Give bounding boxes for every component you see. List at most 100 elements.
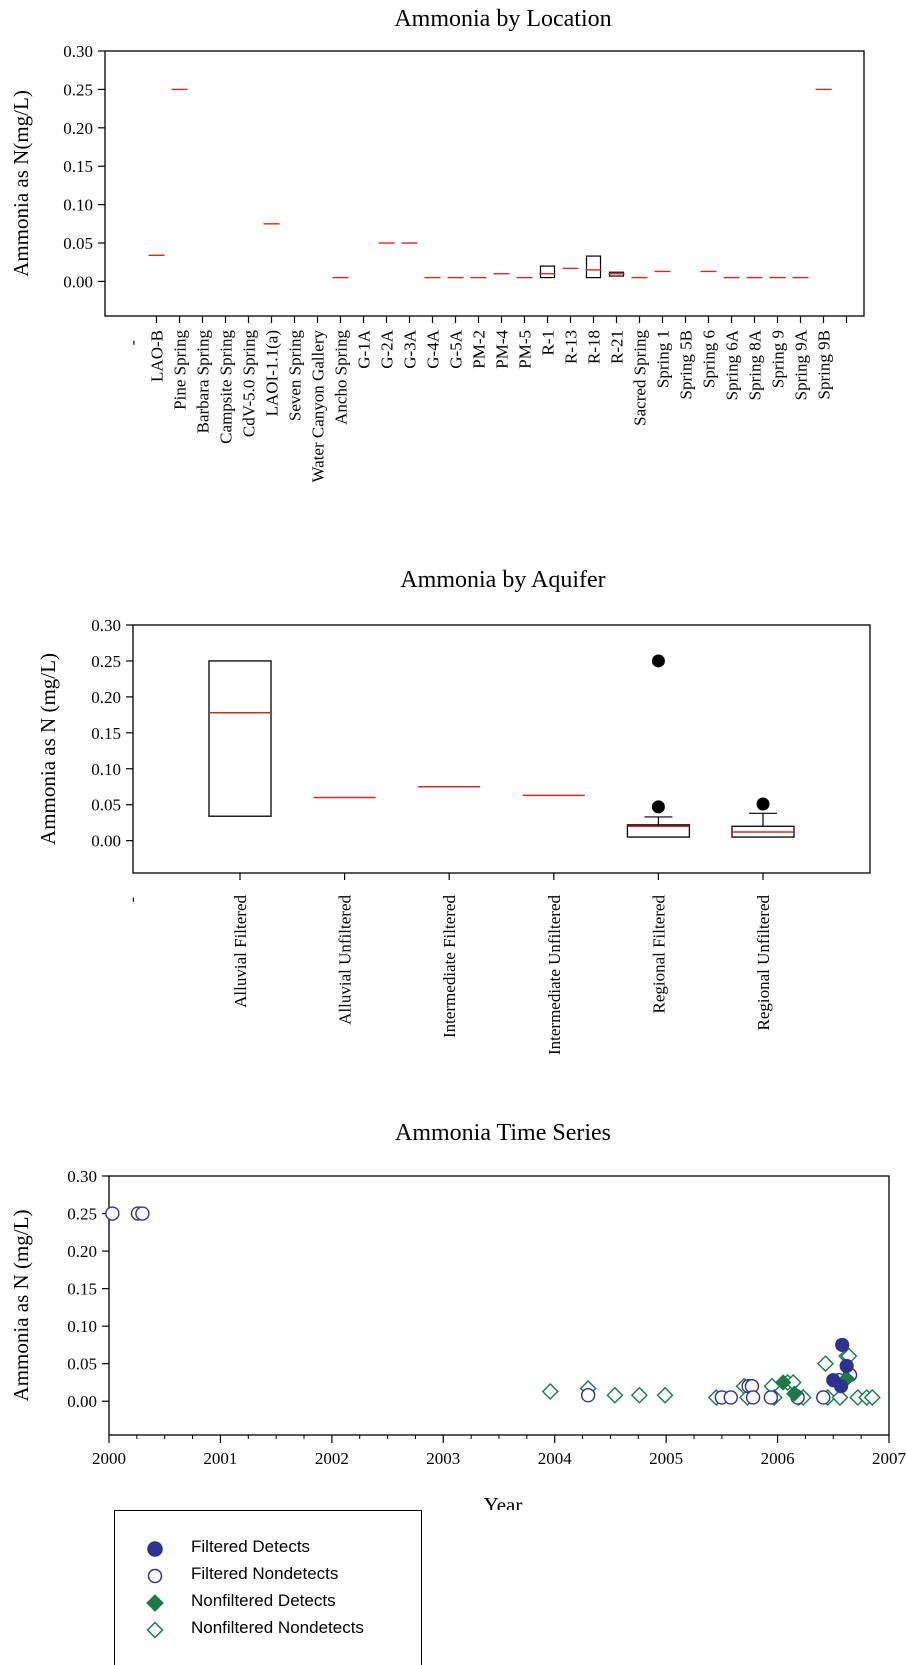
plot-frame [105, 51, 864, 316]
y-tick-label: 0.15 [91, 724, 121, 743]
y-tick-label: 0.25 [91, 652, 121, 671]
x-tick-label: Alluvial Unfiltered [336, 895, 355, 1025]
x-tick-label: Spring 8A [746, 329, 765, 400]
x-tick-label: Spring 9A [792, 329, 811, 400]
legend-label: Nonfiltered Nondetects [191, 1618, 364, 1638]
x-tick-label: R-18 [585, 330, 604, 364]
y-tick-label: 0.20 [67, 1242, 97, 1261]
data-point-filtered-nondetect [747, 1391, 760, 1404]
x-tick-label: 2001 [203, 1449, 237, 1468]
x-tick-label: Pine Spring [171, 330, 190, 410]
legend-item-nonfiltered-nondetects: Nonfiltered Nondetects [115, 1616, 415, 1640]
x-tick-label: Intermediate Filtered [440, 895, 459, 1039]
data-point-filtered-nondetect [764, 1391, 777, 1404]
x-tick-label: Spring 1 [654, 330, 673, 388]
x-tick-label: Spring 5B [677, 330, 696, 399]
y-axis-label: Ammonia as N(mg/L) [9, 90, 33, 277]
data-point-nonfiltered-nondetect [818, 1356, 833, 1371]
legend-item-filtered-nondetects: Filtered Nondetects [115, 1562, 415, 1586]
x-tick-label: Ancho Spring [332, 330, 351, 425]
chart-location: Ammonia by Location 0.30 0.25 0.20 0.15 0.10 0… [0, 0, 906, 530]
x-tick-label: LAO-B [148, 330, 167, 382]
y-tick-label: 0.00 [91, 832, 121, 851]
y-tick-label: 0.10 [63, 196, 93, 215]
y-tick-label: 0.15 [63, 157, 93, 176]
x-tick-label: Spring 6 [700, 330, 719, 388]
data-point-nonfiltered-nondetect [607, 1388, 622, 1403]
x-tick-label: 2003 [426, 1449, 460, 1468]
x-tick-label: Water Canyon Gallery [309, 330, 328, 483]
x-tick-label: PM-2 [470, 330, 489, 369]
outlier-point [757, 797, 770, 810]
x-tick-label: Barbara Spring [194, 330, 213, 434]
box [209, 661, 271, 816]
x-tick-label: 2000 [92, 1449, 126, 1468]
outlier-point [652, 800, 665, 813]
y-tick-label: 0.30 [67, 1167, 97, 1186]
chart-time-series: Ammonia Time Series 0.30 0.25 0.20 0.15 0.10 0… [0, 1110, 906, 1510]
box [587, 256, 601, 278]
x-tick-label: 2002 [315, 1449, 349, 1468]
y-tick-label: 0.00 [67, 1392, 97, 1411]
legend-label: Nonfiltered Detects [191, 1591, 336, 1611]
y-tick-label: 0.25 [63, 80, 93, 99]
x-tick-label: R-1 [539, 330, 558, 356]
x-tick-label: R-21 [608, 330, 627, 364]
x-tick-label: - [124, 897, 141, 902]
x-tick-label: - [125, 340, 142, 345]
data-point-filtered-detect [835, 1380, 848, 1393]
x-tick-label: G-1A [355, 329, 374, 368]
plot-frame [133, 625, 870, 873]
outlier-point [652, 654, 665, 667]
x-tick-label: 2006 [761, 1449, 795, 1468]
y-tick-label: 0.05 [91, 796, 121, 815]
legend-item-filtered-detects: Filtered Detects [115, 1535, 415, 1559]
x-tick-label: 2005 [649, 1449, 683, 1468]
x-tick-label: 2007 [872, 1449, 906, 1468]
chart-title: Ammonia by Aquifer [400, 567, 605, 593]
chart-title: Ammonia Time Series [395, 1120, 611, 1146]
x-tick-label: PM-5 [516, 330, 535, 369]
data-point-filtered-nondetect [136, 1207, 149, 1220]
x-tick-label: R-13 [562, 330, 581, 364]
data-point-nonfiltered-nondetect [658, 1388, 673, 1403]
x-tick-label: CdV-5.0 Spring [240, 330, 259, 438]
x-tick-label: PM-4 [493, 330, 512, 369]
x-tick-label: G-3A [401, 329, 420, 368]
data-point-filtered-detect [836, 1338, 849, 1351]
legend-label: Filtered Nondetects [191, 1564, 338, 1584]
y-tick-label: 0.30 [91, 616, 121, 635]
box [541, 266, 555, 278]
data-point-filtered-detect [840, 1359, 853, 1372]
x-tick-label: Alluvial Filtered [231, 895, 250, 1008]
open-diamond-icon [145, 1620, 165, 1640]
x-tick-label: Seven Spring [286, 330, 305, 422]
x-tick-label: Spring 9 [769, 330, 788, 388]
data-point-filtered-nondetect [582, 1389, 595, 1402]
filled-circle-icon [145, 1539, 165, 1559]
y-tick-label: 0.15 [67, 1280, 97, 1299]
data-point-nonfiltered-nondetect [543, 1384, 558, 1399]
y-tick-label: 0.10 [67, 1317, 97, 1336]
data-point-filtered-nondetect [817, 1391, 830, 1404]
y-axis-label: Ammonia as N (mg/L) [9, 1210, 33, 1402]
filled-diamond-icon [145, 1593, 165, 1613]
x-tick-label: G-5A [447, 329, 466, 368]
x-tick-label: Spring 9B [815, 330, 834, 399]
open-circle-icon [145, 1566, 165, 1586]
x-tick-label: 2004 [538, 1449, 573, 1468]
x-tick-label: G-2A [378, 329, 397, 368]
x-tick-label: G-4A [424, 329, 443, 368]
x-tick-label: Regional Unfiltered [754, 895, 773, 1031]
x-tick-label: Spring 6A [723, 329, 742, 400]
y-tick-label: 0.05 [67, 1355, 97, 1374]
y-axis-label: Ammonia as N (mg/L) [36, 653, 60, 845]
y-tick-label: 0.10 [91, 760, 121, 779]
chart-aquifer: Ammonia by Aquifer 0.30 0.25 0.20 0.15 0.10 0.… [0, 560, 906, 1080]
x-tick-label: Regional Filtered [649, 895, 668, 1014]
y-tick-label: 0.25 [67, 1205, 97, 1224]
legend-item-nonfiltered-detects: Nonfiltered Detects [115, 1589, 415, 1613]
y-tick-label: 0.20 [63, 119, 93, 138]
y-tick-label: 0.05 [63, 234, 93, 253]
legend-label: Filtered Detects [191, 1537, 310, 1557]
